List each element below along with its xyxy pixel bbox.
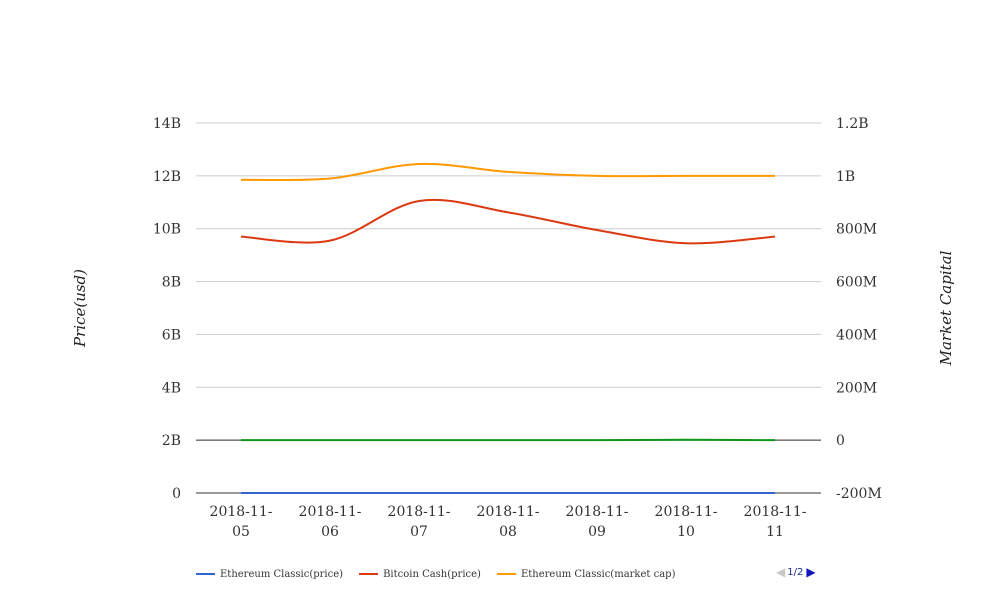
x-tick-label: 2018-11-05: [210, 504, 273, 540]
x-tick-label: 2018-11-11: [744, 504, 807, 540]
right-tick-label: 200M: [836, 380, 877, 396]
x-axis-ticks: 2018-11-05 2018-11-06 2018-11-07 2018-11-08…: [210, 504, 807, 540]
legend-label: Ethereum Classic(price): [220, 568, 344, 580]
legend-swatch: [196, 573, 215, 575]
page-indicator: 1/2: [787, 566, 804, 578]
right-axis-ticks: -200M 0 200M 400M 600M 800M 1B 1.2B: [836, 116, 882, 502]
series-line-1: [240, 198, 776, 245]
legend-pager: ◀ 1/2 ▶: [776, 565, 816, 579]
right-tick-label: 600M: [836, 275, 877, 291]
grid-lines: [196, 122, 821, 494]
left-tick-label: 2B: [162, 433, 181, 449]
x-tick-label: 2018-11-07: [388, 504, 451, 540]
x-tick-label: 2018-11-06: [299, 504, 362, 540]
left-axis-title: Price(usd): [71, 269, 89, 348]
right-tick-label: 400M: [836, 327, 877, 343]
series-lines: [240, 162, 776, 495]
left-tick-label: 12B: [153, 169, 181, 185]
x-tick-label: 2018-11-08: [477, 504, 540, 540]
legend-item[interactable]: Ethereum Classic(price): [196, 569, 343, 580]
legend-label: Bitcoin Cash(price): [383, 568, 481, 580]
left-tick-label: 0: [172, 486, 181, 502]
right-tick-label: -200M: [836, 486, 882, 502]
next-page-icon[interactable]: ▶: [806, 565, 816, 579]
left-axis-ticks: 0 2B 4B 6B 8B 10B 12B 14B: [153, 116, 181, 502]
left-tick-label: 10B: [153, 222, 181, 238]
legend-label: Ethereum Classic(market cap): [520, 568, 676, 580]
left-tick-label: 4B: [162, 380, 181, 396]
x-tick-label: 2018-11-09: [566, 504, 629, 540]
legend-item[interactable]: Ethereum Classic(market cap): [496, 568, 676, 580]
left-tick-label: 6B: [162, 327, 181, 343]
legend-swatch: [496, 573, 516, 575]
right-tick-label: 1B: [836, 169, 855, 185]
right-tick-label: 0: [836, 433, 845, 449]
left-tick-label: 8B: [162, 275, 181, 291]
right-tick-label: 800M: [836, 222, 877, 238]
right-tick-label: 1.2B: [836, 116, 869, 132]
series-line-2: [240, 162, 775, 182]
legend-swatch: [359, 573, 379, 575]
x-tick-label: 2018-11-10: [655, 504, 718, 540]
legend-item[interactable]: Bitcoin Cash(price): [359, 569, 481, 580]
right-axis-title: Market Capital: [937, 250, 955, 366]
legend: Ethereum Classic(price) Bitcoin Cash(pric…: [196, 566, 691, 582]
previous-page-icon[interactable]: ◀: [776, 565, 786, 579]
left-tick-label: 14B: [153, 116, 181, 132]
